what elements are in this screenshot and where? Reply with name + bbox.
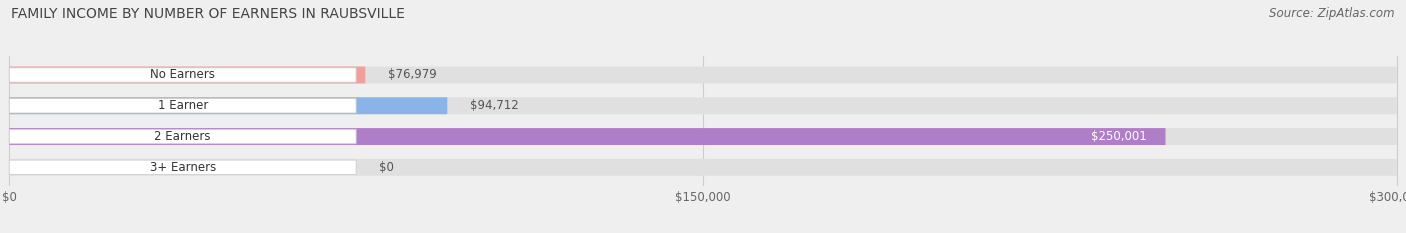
Text: 2 Earners: 2 Earners xyxy=(155,130,211,143)
FancyBboxPatch shape xyxy=(10,129,356,144)
Text: 3+ Earners: 3+ Earners xyxy=(149,161,215,174)
Text: $94,712: $94,712 xyxy=(471,99,519,112)
FancyBboxPatch shape xyxy=(10,159,1396,176)
Text: FAMILY INCOME BY NUMBER OF EARNERS IN RAUBSVILLE: FAMILY INCOME BY NUMBER OF EARNERS IN RA… xyxy=(11,7,405,21)
FancyBboxPatch shape xyxy=(10,128,1396,145)
Text: 1 Earner: 1 Earner xyxy=(157,99,208,112)
FancyBboxPatch shape xyxy=(10,160,356,175)
FancyBboxPatch shape xyxy=(10,97,1396,114)
Text: $250,001: $250,001 xyxy=(1091,130,1147,143)
FancyBboxPatch shape xyxy=(10,128,1166,145)
Text: Source: ZipAtlas.com: Source: ZipAtlas.com xyxy=(1270,7,1395,20)
FancyBboxPatch shape xyxy=(10,99,356,113)
FancyBboxPatch shape xyxy=(10,67,366,83)
FancyBboxPatch shape xyxy=(10,68,356,82)
Text: $0: $0 xyxy=(380,161,394,174)
Text: No Earners: No Earners xyxy=(150,69,215,82)
FancyBboxPatch shape xyxy=(10,97,447,114)
Text: $76,979: $76,979 xyxy=(388,69,437,82)
FancyBboxPatch shape xyxy=(10,67,1396,83)
